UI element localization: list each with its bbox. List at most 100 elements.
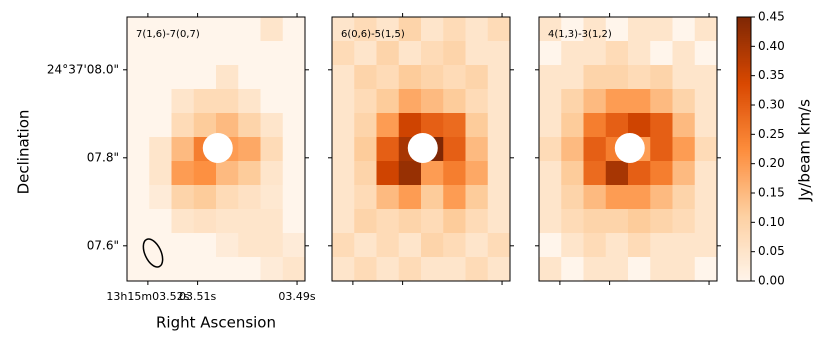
colorbar-step bbox=[737, 235, 751, 238]
heat-cell bbox=[672, 233, 696, 258]
heat-cell bbox=[650, 65, 673, 90]
colorbar-step bbox=[737, 121, 751, 124]
heat-cell bbox=[672, 257, 696, 282]
heat-cell bbox=[332, 185, 355, 210]
colorbar-step bbox=[737, 189, 751, 192]
heat-cell bbox=[354, 65, 377, 90]
heat-cell bbox=[282, 41, 306, 66]
colorbar-step bbox=[737, 123, 751, 126]
colorbar-step bbox=[737, 165, 751, 168]
heat-cell bbox=[539, 233, 562, 258]
colorbar-step bbox=[737, 83, 751, 86]
colorbar-step bbox=[737, 115, 751, 118]
heat-cell bbox=[398, 185, 422, 210]
colorbar-tick-label: 0.25 bbox=[758, 127, 785, 141]
heat-cell bbox=[605, 113, 629, 138]
heat-cell bbox=[628, 209, 651, 234]
colorbar-step bbox=[737, 127, 751, 130]
heat-cell bbox=[216, 161, 239, 186]
heat-cell bbox=[605, 233, 629, 258]
colorbar-step bbox=[737, 103, 751, 106]
heat-cell bbox=[238, 17, 261, 42]
heat-cell bbox=[260, 41, 284, 66]
colorbar-step bbox=[737, 131, 751, 134]
colorbar-tick-label: 0.35 bbox=[758, 68, 785, 82]
heat-cell bbox=[193, 41, 217, 66]
colorbar-step bbox=[737, 57, 751, 60]
colorbar-tick-label: 0.30 bbox=[758, 98, 785, 112]
heat-cell bbox=[127, 41, 150, 66]
colorbar-step bbox=[737, 181, 751, 184]
heat-cell bbox=[398, 65, 422, 90]
colorbar-step bbox=[737, 275, 751, 278]
heat-cell bbox=[193, 185, 217, 210]
heat-cell bbox=[421, 161, 444, 186]
colorbar-step bbox=[737, 173, 751, 176]
heat-cell bbox=[193, 209, 217, 234]
heat-cell bbox=[376, 257, 400, 282]
heat-cell bbox=[332, 161, 355, 186]
heat-cell bbox=[127, 137, 150, 162]
heat-cell bbox=[398, 233, 422, 258]
heat-cell bbox=[672, 161, 696, 186]
heat-cell bbox=[149, 65, 172, 90]
heat-cell bbox=[149, 233, 172, 258]
colorbar-step bbox=[737, 137, 751, 140]
heat-cell bbox=[282, 185, 306, 210]
heat-cell bbox=[443, 137, 466, 162]
colorbar-step bbox=[737, 49, 751, 52]
heat-cell bbox=[539, 113, 562, 138]
heat-cell bbox=[238, 209, 261, 234]
colorbar-step bbox=[737, 271, 751, 274]
heat-cell bbox=[332, 65, 355, 90]
colorbar-step bbox=[737, 91, 751, 94]
colorbar-step bbox=[737, 19, 751, 22]
heat-cell bbox=[398, 41, 422, 66]
heat-cell bbox=[672, 137, 696, 162]
heat-cell bbox=[193, 17, 217, 42]
heat-cell bbox=[628, 185, 651, 210]
heat-cell bbox=[487, 113, 511, 138]
panel-label: 4(1,3)-3(1,2) bbox=[548, 29, 612, 40]
panel-label: 6(0,6)-5(1,5) bbox=[341, 29, 405, 40]
heat-cell bbox=[561, 41, 584, 66]
colorbar-step bbox=[737, 157, 751, 160]
heat-cell bbox=[398, 89, 422, 114]
heat-cell bbox=[376, 89, 400, 114]
heat-cell bbox=[561, 17, 584, 42]
colorbar-step bbox=[737, 211, 751, 214]
heat-cell bbox=[238, 185, 261, 210]
colorbar-step bbox=[737, 159, 751, 162]
colorbar-step bbox=[737, 135, 751, 138]
heat-cell bbox=[171, 41, 195, 66]
colorbar-step bbox=[737, 277, 751, 280]
heat-cell bbox=[583, 209, 607, 234]
heat-cell bbox=[539, 17, 562, 42]
heat-cell bbox=[443, 65, 466, 90]
y-axis-label: Declination bbox=[15, 110, 33, 195]
heat-cell bbox=[561, 233, 584, 258]
heat-cell bbox=[332, 257, 355, 282]
colorbar-step bbox=[737, 253, 751, 256]
heat-cell bbox=[376, 137, 400, 162]
heat-cell bbox=[650, 161, 673, 186]
colorbar-step bbox=[737, 227, 751, 230]
heat-cell bbox=[628, 161, 651, 186]
heat-cell bbox=[171, 65, 195, 90]
colorbar-step bbox=[737, 185, 751, 188]
heat-cell bbox=[238, 41, 261, 66]
colorbar-step bbox=[737, 61, 751, 64]
heat-cell bbox=[332, 89, 355, 114]
colorbar-step bbox=[737, 195, 751, 198]
colorbar-step bbox=[737, 43, 751, 46]
heat-cell bbox=[193, 113, 217, 138]
heat-cell bbox=[421, 17, 444, 42]
heat-cell bbox=[443, 257, 466, 282]
colorbar-step bbox=[737, 223, 751, 226]
colorbar-step bbox=[737, 239, 751, 242]
heat-cell bbox=[398, 113, 422, 138]
heat-cell bbox=[193, 65, 217, 90]
heat-cell bbox=[421, 257, 444, 282]
colorbar-step bbox=[737, 105, 751, 108]
heat-cell bbox=[465, 89, 489, 114]
